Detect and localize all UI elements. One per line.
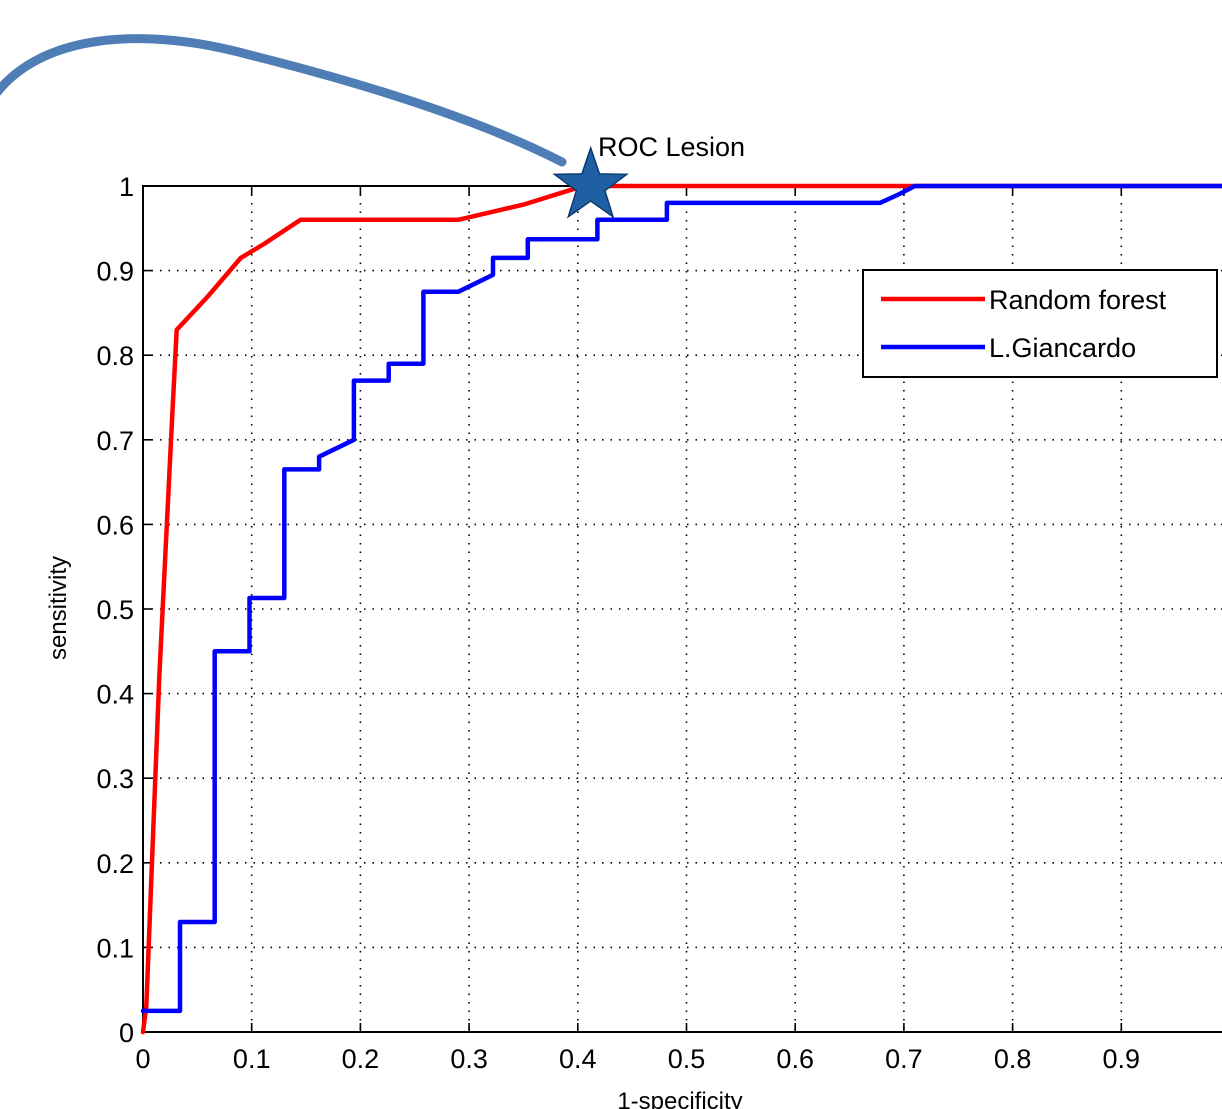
x-tick-label: 0.2 xyxy=(342,1044,380,1074)
y-tick-label: 0 xyxy=(119,1018,134,1048)
y-tick-label: 0.1 xyxy=(96,933,134,963)
y-tick-label: 0.8 xyxy=(96,341,134,371)
chart-title: ROC Lesion xyxy=(598,132,745,162)
annotation-arrow xyxy=(0,34,567,167)
legend-label-random-forest: Random forest xyxy=(989,285,1167,315)
x-tick-label: 0.1 xyxy=(233,1044,271,1074)
x-axis-label: 1-specificity xyxy=(617,1088,742,1109)
annotation xyxy=(0,34,630,219)
y-tick-label: 1 xyxy=(119,172,134,202)
x-tick-label: 0.6 xyxy=(776,1044,814,1074)
y-tick-label: 0.9 xyxy=(96,257,134,287)
x-tick-label: 0.7 xyxy=(885,1044,923,1074)
x-tick-label: 0 xyxy=(135,1044,150,1074)
x-tick-label: 0.4 xyxy=(559,1044,597,1074)
y-axis-label: sensitivity xyxy=(45,556,72,660)
y-tick-label: 0.7 xyxy=(96,426,134,456)
legend-box xyxy=(862,269,1218,378)
y-tick-label: 0.5 xyxy=(96,595,134,625)
y-tick-label: 0.4 xyxy=(96,680,134,710)
legend-label-l-giancardo: L.Giancardo xyxy=(989,333,1136,363)
legend: Random forest L.Giancardo xyxy=(862,269,1218,378)
x-tick-label: 0.5 xyxy=(668,1044,706,1074)
y-tick-label: 0.6 xyxy=(96,510,134,540)
y-tick-label: 0.2 xyxy=(96,849,134,879)
axis-ticks: 0 0.1 0.2 0.3 0.4 0.5 0.6 0.7 0.8 0.9 1 0 0.1 0.2 0.3 0… xyxy=(96,172,1222,1074)
x-tick-label: 0.8 xyxy=(994,1044,1032,1074)
series-line-l-giancardo xyxy=(140,183,1222,1014)
x-tick-label: 0.3 xyxy=(450,1044,488,1074)
y-tick-label: 0.3 xyxy=(96,764,134,794)
x-tick-label: 0.9 xyxy=(1103,1044,1141,1074)
star-marker-icon xyxy=(552,145,630,219)
